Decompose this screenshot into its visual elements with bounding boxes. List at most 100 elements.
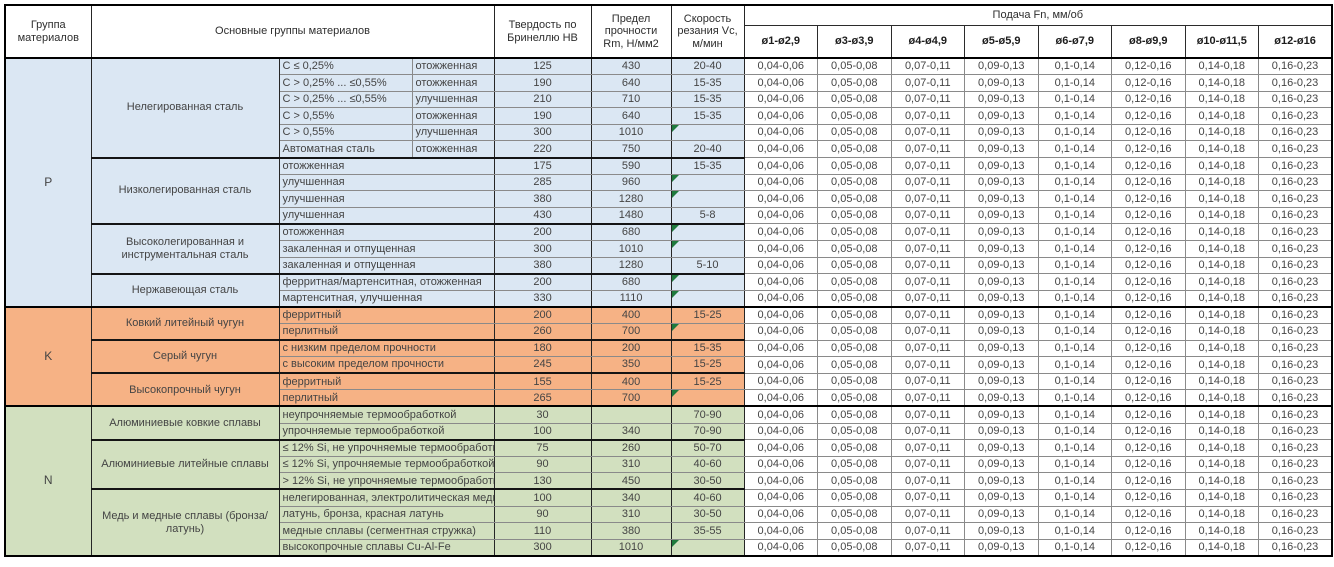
cell-feed-fn[interactable]: 0,1-0,14: [1037, 522, 1113, 540]
cell-hardness-hb[interactable]: 180: [493, 339, 592, 358]
cell-group-letter[interactable]: K: [4, 305, 92, 407]
cell-feed-fn[interactable]: 0,12-0,16: [1111, 190, 1186, 208]
cell-feed-fn[interactable]: 0,16-0,23: [1258, 190, 1333, 208]
cell-feed-fn[interactable]: 0,12-0,16: [1111, 140, 1186, 159]
cell-feed-fn[interactable]: 0,12-0,16: [1111, 522, 1186, 540]
cell-feed-fn[interactable]: 0,16-0,23: [1258, 74, 1333, 92]
cell-strength-rm[interactable]: 1280: [590, 256, 672, 275]
cell-feed-fn[interactable]: 0,16-0,23: [1258, 538, 1333, 557]
cell-feed-fn[interactable]: 0,04-0,06: [743, 522, 819, 540]
cell-feed-fn[interactable]: 0,16-0,23: [1258, 323, 1333, 341]
cell-hardness-hb[interactable]: 245: [493, 356, 592, 374]
cell-feed-fn[interactable]: 0,04-0,06: [743, 356, 819, 374]
cell-feed-fn[interactable]: 0,04-0,06: [743, 389, 819, 407]
cell-feed-fn[interactable]: 0,09-0,13: [964, 140, 1039, 159]
cell-subgroup-name[interactable]: Ковкий литейный чугун: [90, 305, 280, 341]
cell-feed-fn[interactable]: 0,1-0,14: [1037, 439, 1113, 457]
cell-feed-fn[interactable]: 0,12-0,16: [1111, 273, 1186, 291]
cell-feed-fn[interactable]: 0,14-0,18: [1184, 356, 1260, 374]
cell-feed-fn[interactable]: 0,05-0,08: [817, 190, 892, 208]
cell-speed-vc[interactable]: 15-25: [670, 372, 745, 391]
cell-feed-fn[interactable]: 0,16-0,23: [1258, 439, 1333, 457]
cell-feed-fn[interactable]: 0,05-0,08: [817, 140, 892, 159]
header-material-group[interactable]: Группа материалов: [4, 4, 92, 59]
cell-feed-fn[interactable]: 0,05-0,08: [817, 289, 892, 308]
cell-material-spec[interactable]: Автоматная сталь: [278, 140, 413, 159]
cell-material-spec[interactable]: упрочняемые термообработкой: [278, 422, 495, 441]
cell-feed-fn[interactable]: 0,09-0,13: [964, 289, 1039, 308]
cell-feed-fn[interactable]: 0,1-0,14: [1037, 488, 1113, 507]
cell-feed-fn[interactable]: 0,09-0,13: [964, 90, 1039, 109]
cell-feed-fn[interactable]: 0,09-0,13: [964, 439, 1039, 457]
cell-hardness-hb[interactable]: 130: [493, 472, 592, 490]
cell-feed-fn[interactable]: 0,14-0,18: [1184, 123, 1260, 142]
cell-feed-fn[interactable]: 0,12-0,16: [1111, 305, 1186, 324]
cell-feed-fn[interactable]: 0,1-0,14: [1037, 289, 1113, 308]
cell-subgroup-name[interactable]: Медь и медные сплавы (бронза/латунь): [90, 488, 280, 557]
cell-strength-rm[interactable]: 700: [590, 389, 672, 407]
cell-feed-fn[interactable]: 0,16-0,23: [1258, 472, 1333, 490]
header-main-material-groups[interactable]: Основные группы материалов: [90, 4, 495, 59]
cell-feed-fn[interactable]: 0,16-0,23: [1258, 57, 1333, 76]
cell-feed-fn[interactable]: 0,04-0,06: [743, 256, 819, 275]
cell-feed-fn[interactable]: 0,07-0,11: [890, 90, 966, 109]
cell-feed-fn[interactable]: 0,07-0,11: [890, 273, 966, 291]
cell-subgroup-name[interactable]: Нелегированная сталь: [90, 57, 280, 159]
cell-hardness-hb[interactable]: 155: [493, 372, 592, 391]
cell-feed-fn[interactable]: 0,14-0,18: [1184, 273, 1260, 291]
cell-speed-vc[interactable]: 15-35: [670, 107, 745, 125]
cell-hardness-hb[interactable]: 300: [493, 538, 592, 557]
cell-feed-fn[interactable]: 0,04-0,06: [743, 439, 819, 457]
cell-feed-fn[interactable]: 0,16-0,23: [1258, 422, 1333, 441]
cell-material-spec[interactable]: улучшенная: [278, 173, 495, 192]
cell-feed-fn[interactable]: 0,14-0,18: [1184, 455, 1260, 474]
cell-feed-fn[interactable]: 0,07-0,11: [890, 206, 966, 225]
cell-material-spec[interactable]: улучшенная: [278, 190, 495, 208]
cell-feed-fn[interactable]: 0,04-0,06: [743, 339, 819, 358]
cell-material-spec[interactable]: отожженная: [278, 156, 495, 175]
header-feed-diameter[interactable]: ø5-ø5,9: [964, 24, 1039, 59]
cell-strength-rm[interactable]: 310: [590, 505, 672, 524]
cell-feed-fn[interactable]: 0,1-0,14: [1037, 107, 1113, 125]
cell-material-spec[interactable]: нелегированная, электролитическая медь: [278, 488, 495, 507]
cell-feed-fn[interactable]: 0,16-0,23: [1258, 206, 1333, 225]
cell-speed-vc[interactable]: 30-50: [670, 505, 745, 524]
cell-strength-rm[interactable]: 350: [590, 356, 672, 374]
cell-hardness-hb[interactable]: 100: [493, 488, 592, 507]
cell-feed-fn[interactable]: 0,1-0,14: [1037, 157, 1113, 175]
cell-feed-fn[interactable]: 0,05-0,08: [817, 90, 892, 109]
cell-group-letter[interactable]: P: [4, 57, 92, 308]
cell-strength-rm[interactable]: 960: [590, 173, 672, 192]
cell-material-spec[interactable]: C > 0,25% ... ≤0,55%: [278, 74, 413, 92]
cell-material-spec[interactable]: с высоким пределом прочности: [278, 356, 495, 374]
cell-subgroup-name[interactable]: Высокопрочный чугун: [90, 372, 280, 407]
cell-feed-fn[interactable]: 0,12-0,16: [1111, 323, 1186, 341]
cell-feed-fn[interactable]: 0,12-0,16: [1111, 372, 1186, 391]
cell-feed-fn[interactable]: 0,04-0,06: [743, 206, 819, 225]
cell-material-state[interactable]: отожженная: [411, 57, 495, 76]
cell-feed-fn[interactable]: 0,07-0,11: [890, 190, 966, 208]
cell-feed-fn[interactable]: 0,14-0,18: [1184, 522, 1260, 540]
cell-feed-fn[interactable]: 0,16-0,23: [1258, 372, 1333, 391]
cell-feed-fn[interactable]: 0,12-0,16: [1111, 339, 1186, 358]
cell-material-spec[interactable]: C ≤ 0,25%: [278, 57, 413, 76]
cell-material-spec[interactable]: закаленная и отпущенная: [278, 240, 495, 258]
cell-feed-fn[interactable]: 0,04-0,06: [743, 323, 819, 341]
cell-speed-vc[interactable]: 15-25: [670, 356, 745, 374]
cell-feed-fn[interactable]: 0,04-0,06: [743, 140, 819, 159]
cell-feed-fn[interactable]: 0,04-0,06: [743, 372, 819, 391]
cell-feed-fn[interactable]: 0,05-0,08: [817, 522, 892, 540]
cell-feed-fn[interactable]: 0,07-0,11: [890, 157, 966, 175]
cell-material-spec[interactable]: высокопрочные сплавы Cu-Al-Fe: [278, 538, 495, 557]
cell-feed-fn[interactable]: 0,12-0,16: [1111, 74, 1186, 92]
cell-strength-rm[interactable]: 1010: [590, 240, 672, 258]
cell-material-spec[interactable]: ферритная/мартенситная, отожженная: [278, 272, 495, 291]
cell-strength-rm[interactable]: 1110: [590, 289, 672, 308]
cell-feed-fn[interactable]: 0,05-0,08: [817, 455, 892, 474]
cell-feed-fn[interactable]: 0,12-0,16: [1111, 472, 1186, 490]
cell-feed-fn[interactable]: 0,1-0,14: [1037, 472, 1113, 490]
cell-feed-fn[interactable]: 0,16-0,23: [1258, 157, 1333, 175]
cell-feed-fn[interactable]: 0,16-0,23: [1258, 389, 1333, 407]
cell-feed-fn[interactable]: 0,16-0,23: [1258, 488, 1333, 507]
cell-feed-fn[interactable]: 0,07-0,11: [890, 107, 966, 125]
